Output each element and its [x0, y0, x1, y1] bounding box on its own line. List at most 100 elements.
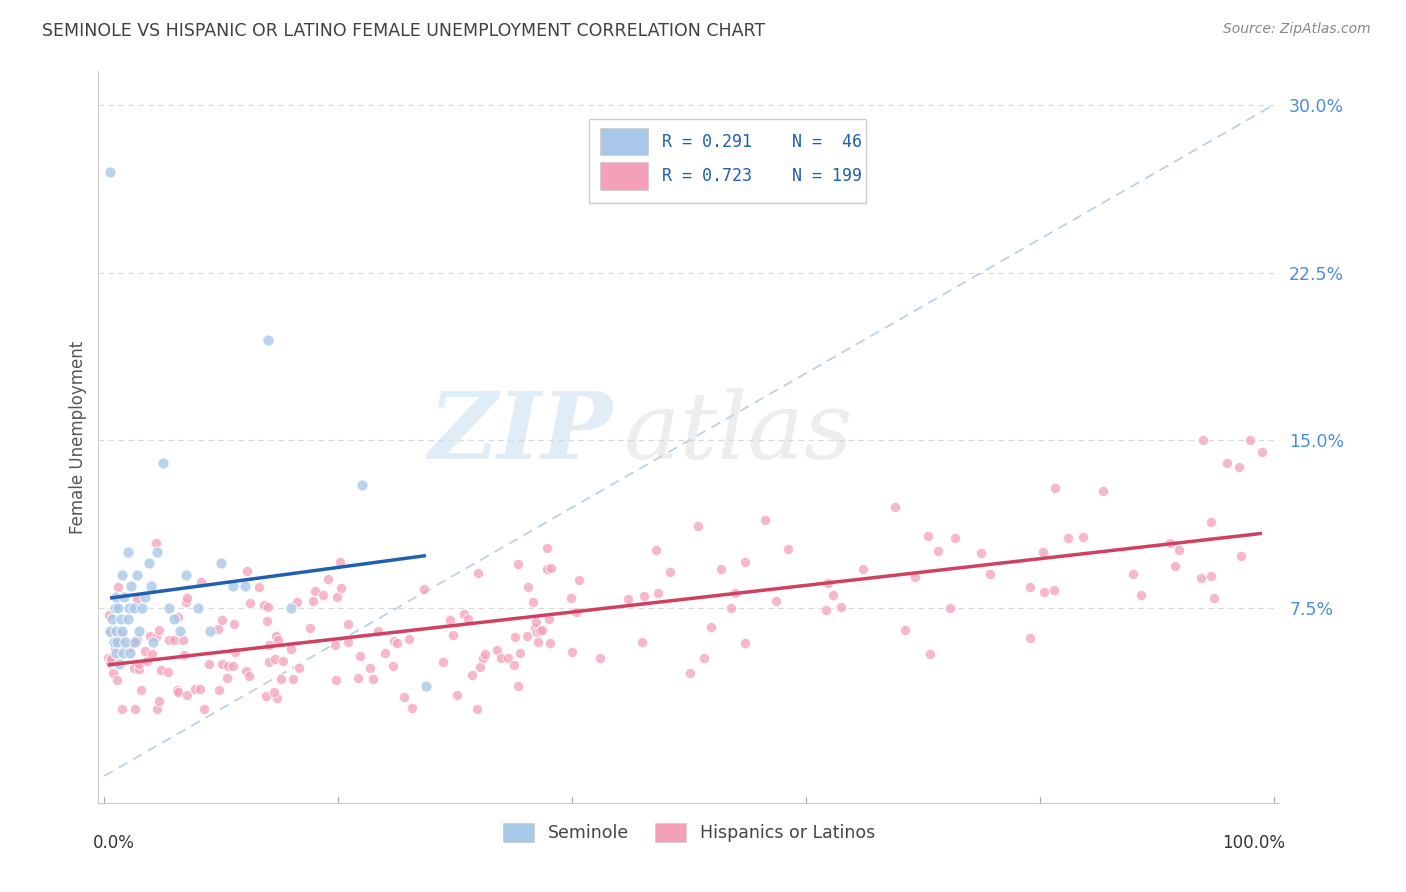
Point [439, 613, 461, 627]
Point [349, 648, 371, 663]
FancyBboxPatch shape [589, 119, 866, 203]
Point [506, 557, 529, 571]
Point [413, 582, 436, 596]
Point [141, 647, 163, 661]
Point [529, 624, 551, 639]
Text: atlas: atlas [624, 388, 853, 478]
Point [139, 629, 162, 643]
Point [139, 579, 162, 593]
Point [149, 663, 172, 677]
Point [239, 596, 262, 610]
Point [98, 608, 121, 623]
Point [104, 624, 127, 638]
Point [254, 689, 277, 703]
Point [509, 647, 531, 661]
Point [645, 543, 668, 558]
Point [107, 601, 129, 615]
Point [1192, 434, 1215, 448]
Point [1199, 515, 1222, 529]
Point [98, 624, 121, 638]
Point [134, 590, 156, 604]
Point [236, 564, 259, 578]
Point [631, 634, 654, 648]
Point [247, 581, 270, 595]
Point [257, 333, 280, 347]
Point [441, 628, 464, 642]
Legend: Seminole, Hispanics or Latinos: Seminole, Hispanics or Latinos [495, 816, 883, 849]
Point [304, 584, 326, 599]
Point [128, 657, 150, 671]
Point [298, 621, 321, 635]
Point [686, 519, 709, 533]
Point [111, 567, 134, 582]
Point [1018, 580, 1040, 594]
Point [472, 650, 495, 665]
Point [465, 702, 488, 716]
Point [121, 636, 143, 650]
Point [118, 646, 141, 660]
Point [1251, 444, 1274, 458]
Point [884, 500, 907, 515]
Point [224, 645, 246, 659]
Point [138, 557, 160, 571]
Point [724, 586, 747, 600]
Point [211, 613, 233, 627]
Point [524, 615, 547, 630]
Point [100, 652, 122, 666]
Point [830, 599, 852, 614]
Point [97, 651, 120, 665]
Point [217, 658, 239, 673]
Point [122, 661, 145, 675]
Point [257, 655, 280, 669]
Point [679, 665, 702, 680]
Point [817, 575, 839, 590]
Point [125, 591, 148, 606]
Point [145, 630, 167, 644]
Point [939, 600, 962, 615]
Point [285, 594, 308, 608]
Point [125, 567, 148, 582]
Point [134, 644, 156, 658]
Point [920, 647, 942, 661]
Text: 0.0%: 0.0% [93, 833, 135, 852]
Point [111, 627, 134, 641]
Point [104, 646, 127, 660]
Point [135, 654, 157, 668]
Text: ZIP: ZIP [427, 388, 612, 478]
FancyBboxPatch shape [600, 128, 648, 155]
Point [152, 456, 174, 470]
Point [283, 672, 305, 686]
Point [1129, 588, 1152, 602]
Point [131, 601, 153, 615]
Point [979, 567, 1001, 582]
Point [128, 624, 150, 638]
Point [526, 625, 548, 640]
Point [287, 661, 309, 675]
Point [894, 623, 917, 637]
Point [174, 567, 197, 582]
Point [256, 614, 278, 628]
Point [523, 621, 546, 635]
Point [815, 602, 838, 616]
Point [496, 651, 519, 665]
Point [1045, 481, 1067, 495]
Point [270, 672, 292, 686]
Point [754, 513, 776, 527]
Point [387, 635, 409, 649]
Point [720, 601, 742, 615]
Point [415, 680, 437, 694]
Point [173, 648, 195, 663]
Text: R = 0.723    N = 199: R = 0.723 N = 199 [662, 167, 862, 185]
Text: 100.0%: 100.0% [1222, 833, 1285, 852]
Point [502, 657, 524, 672]
Point [1216, 456, 1239, 470]
Point [209, 557, 232, 571]
Point [148, 623, 170, 637]
Point [337, 635, 360, 649]
Point [1230, 549, 1253, 564]
Point [453, 607, 475, 621]
Point [208, 683, 231, 698]
Point [197, 657, 219, 671]
Point [474, 647, 496, 661]
Point [267, 632, 290, 647]
